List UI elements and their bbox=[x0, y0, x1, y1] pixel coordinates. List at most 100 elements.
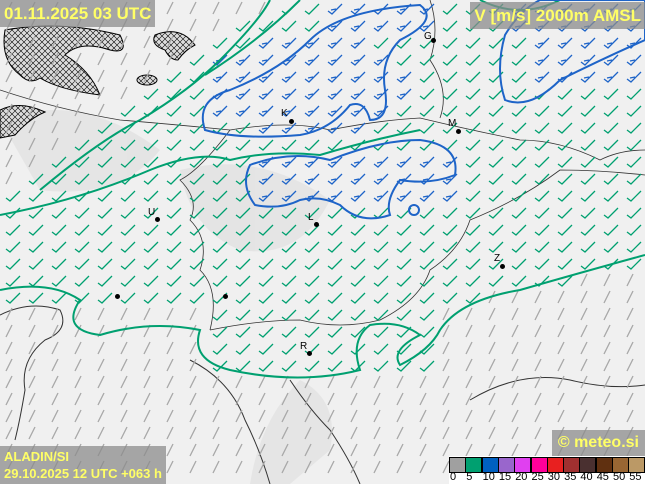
wind-barb bbox=[511, 54, 527, 66]
wind-barb bbox=[511, 392, 519, 406]
wind-barb bbox=[327, 20, 343, 32]
wind-barb bbox=[5, 241, 21, 253]
wind-barb bbox=[534, 156, 550, 168]
wind-barb bbox=[304, 105, 320, 117]
wind-barb bbox=[327, 173, 343, 185]
wind-barb bbox=[419, 460, 427, 474]
wind-barb bbox=[488, 173, 504, 185]
wind-barb bbox=[511, 241, 527, 253]
wind-barb bbox=[258, 54, 274, 66]
wind-barb bbox=[626, 37, 642, 49]
wind-barb bbox=[235, 460, 243, 474]
wind-barb bbox=[580, 290, 588, 304]
wind-barb bbox=[488, 307, 496, 321]
wind-barb bbox=[626, 324, 634, 338]
wind-barb bbox=[626, 258, 642, 270]
wind-barb bbox=[350, 409, 358, 423]
wind-barb bbox=[189, 105, 205, 117]
wind-barb bbox=[235, 190, 251, 202]
wind-barb bbox=[488, 122, 504, 134]
wind-barb bbox=[396, 156, 412, 168]
wind-barb bbox=[166, 341, 174, 355]
wind-barb bbox=[488, 258, 504, 270]
wind-barb bbox=[442, 71, 458, 83]
wind-barb bbox=[143, 52, 151, 66]
wind-barb bbox=[51, 207, 67, 219]
wind-barb bbox=[5, 341, 13, 355]
wind-barb bbox=[304, 460, 312, 474]
wind-barb bbox=[580, 409, 588, 423]
wind-barb bbox=[396, 71, 412, 83]
wind-barb bbox=[143, 426, 151, 440]
wind-barb bbox=[212, 460, 220, 474]
wind-barb bbox=[419, 258, 435, 270]
wind-barb bbox=[350, 292, 366, 304]
wind-barb bbox=[258, 443, 266, 457]
wind-barb bbox=[97, 292, 113, 304]
wind-barb bbox=[189, 139, 205, 151]
wind-barb bbox=[350, 275, 366, 287]
wind-barb bbox=[281, 460, 289, 474]
wind-barb bbox=[97, 86, 105, 100]
wind-barb bbox=[28, 52, 36, 66]
wind-barb bbox=[557, 258, 573, 270]
wind-barb bbox=[166, 392, 174, 406]
wind-barb bbox=[580, 139, 596, 151]
wind-barb bbox=[258, 105, 274, 117]
wind-barb bbox=[511, 275, 527, 287]
wind-barb bbox=[74, 35, 82, 49]
wind-barb bbox=[534, 37, 550, 49]
wind-barb bbox=[580, 207, 596, 219]
wind-barb bbox=[511, 307, 519, 321]
wind-barb bbox=[281, 37, 297, 49]
wind-barb bbox=[465, 37, 481, 49]
wind-barb bbox=[396, 224, 412, 236]
wind-barb bbox=[304, 88, 320, 100]
wind-barb bbox=[488, 156, 504, 168]
hatched-low-wind-area bbox=[0, 25, 196, 139]
wind-barb bbox=[350, 443, 358, 457]
wind-barb bbox=[534, 190, 550, 202]
wind-barb bbox=[534, 207, 550, 219]
wind-barb bbox=[258, 375, 266, 389]
wind-barb bbox=[212, 18, 220, 32]
wind-barb bbox=[97, 69, 105, 83]
wind-barb bbox=[442, 443, 450, 457]
wind-barb bbox=[5, 52, 13, 66]
wind-barb bbox=[419, 71, 435, 83]
wind-barb bbox=[212, 375, 220, 389]
wind-barb bbox=[373, 20, 389, 32]
wind-barb bbox=[465, 173, 481, 185]
wind-barb bbox=[304, 426, 312, 440]
wind-barb bbox=[327, 37, 343, 49]
wind-barb bbox=[327, 71, 343, 83]
wind-barb bbox=[580, 224, 596, 236]
city-label: M bbox=[448, 118, 457, 129]
legend-tick: 50 bbox=[613, 471, 626, 483]
wind-barb bbox=[603, 358, 611, 372]
wind-barb bbox=[120, 122, 136, 134]
wind-barb bbox=[189, 224, 205, 236]
wind-barb bbox=[212, 173, 228, 185]
wind-barb bbox=[143, 35, 151, 49]
wind-barb bbox=[258, 460, 266, 474]
wind-barb bbox=[258, 122, 274, 134]
city-label: Z bbox=[494, 253, 501, 264]
wind-barb bbox=[74, 324, 82, 338]
wind-barb bbox=[442, 3, 458, 15]
wind-barb bbox=[97, 122, 113, 134]
wind-barb bbox=[396, 326, 412, 338]
wind-barb bbox=[557, 190, 573, 202]
wind-barb bbox=[5, 258, 21, 270]
wind-barb bbox=[350, 375, 358, 389]
wind-barb bbox=[304, 224, 320, 236]
wind-barb bbox=[143, 139, 159, 151]
legend-tick: 45 bbox=[596, 471, 609, 483]
wind-barb bbox=[557, 409, 565, 423]
wind-barb bbox=[281, 343, 297, 355]
wind-barb bbox=[120, 241, 136, 253]
wind-barb bbox=[465, 341, 473, 355]
wind-barb bbox=[166, 52, 174, 66]
wind-barb bbox=[626, 224, 642, 236]
wind-barb bbox=[350, 88, 366, 100]
